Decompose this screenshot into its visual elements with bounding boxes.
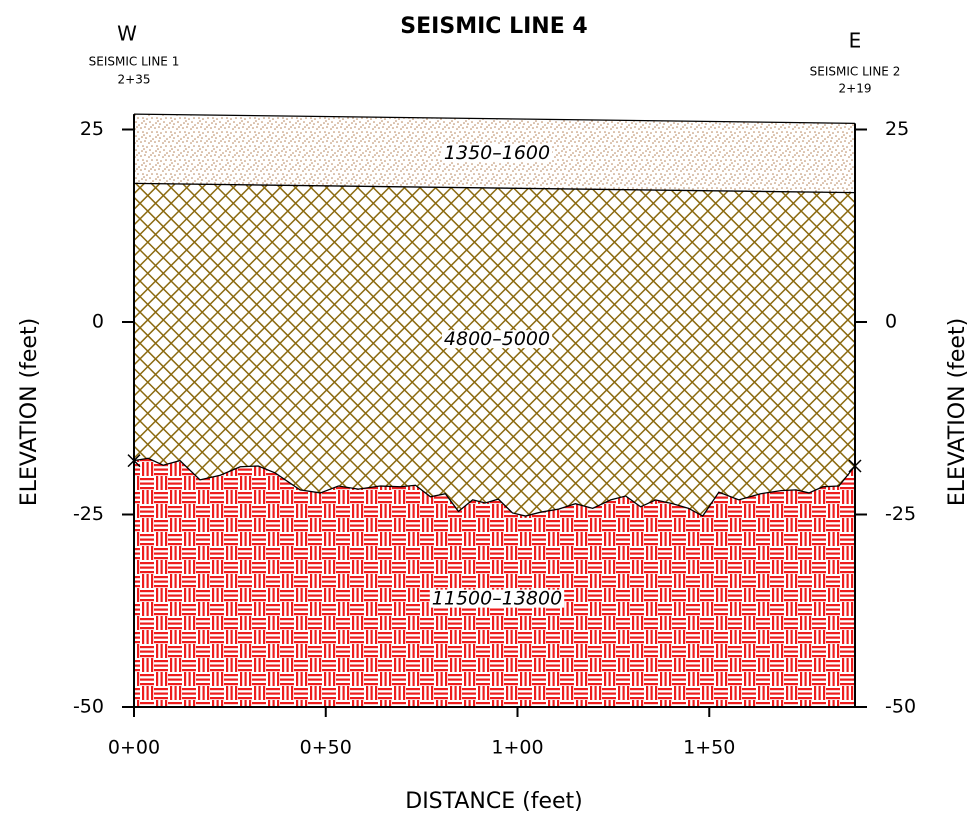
- layer-label: 11500–13800: [432, 588, 562, 610]
- layer-fill: [134, 183, 855, 517]
- y2-axis-label: ELEVATION (feet): [945, 318, 970, 506]
- x-tick-label: 1+50: [683, 737, 735, 759]
- layer-label: 4800–5000: [444, 328, 550, 350]
- boundary-line: [133, 457, 856, 517]
- x-tick-label: 1+00: [491, 737, 543, 759]
- right-line: SEISMIC LINE 2: [810, 65, 901, 79]
- boundary-line: [133, 182, 856, 194]
- y-tick-label: 25: [80, 118, 104, 140]
- y-tick-label: 0: [92, 311, 104, 333]
- x-tick-label: 0+00: [108, 737, 160, 759]
- y-axis-label: ELEVATION (feet): [17, 318, 42, 506]
- x-axis-label: DISTANCE (feet): [405, 789, 583, 814]
- right-direction: E: [849, 29, 862, 53]
- boundary-line: [133, 113, 856, 124]
- x-tick-label: 0+50: [300, 737, 352, 759]
- y-tick-label: -25: [73, 503, 104, 525]
- y-tick-label: -50: [73, 696, 104, 718]
- y2-tick-label: 0: [885, 311, 897, 333]
- y2-tick-label: -25: [885, 503, 916, 525]
- left-line: SEISMIC LINE 1: [89, 55, 180, 69]
- left-direction: W: [117, 22, 137, 46]
- layer-fill: [134, 458, 855, 707]
- y2-tick-label: 25: [885, 118, 909, 140]
- left-station: 2+35: [118, 73, 151, 87]
- right-station: 2+19: [839, 82, 872, 96]
- chart-title: SEISMIC LINE 4: [400, 14, 587, 39]
- layer-label: 1350–1600: [444, 142, 550, 164]
- y2-tick-label: -50: [885, 696, 916, 718]
